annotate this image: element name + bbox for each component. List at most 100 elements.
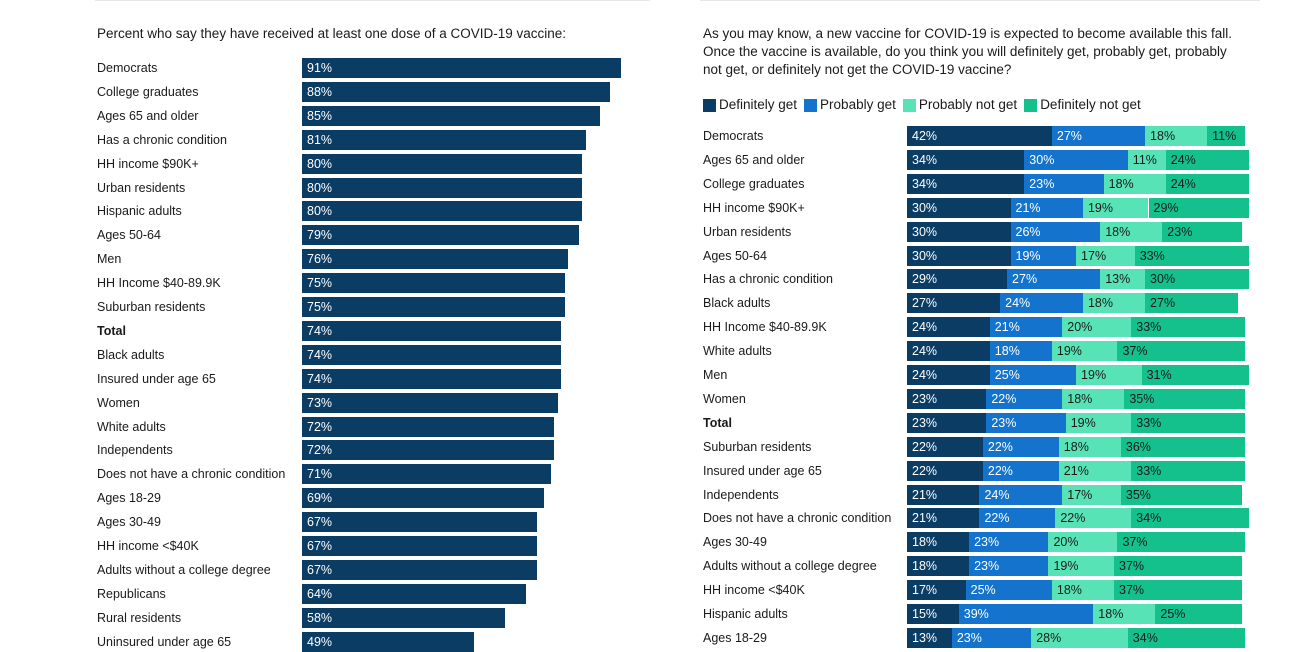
category-label: Black adults <box>97 347 165 362</box>
legend-label: Definitely not get <box>1040 97 1141 112</box>
stacked-bar-segment: 17% <box>1062 484 1121 505</box>
stacked-bar-segment: 33% <box>1131 412 1246 433</box>
segment-value-label: 23% <box>974 535 1000 550</box>
segment-value-label: 23% <box>912 391 938 406</box>
segment-value-label: 34% <box>1136 511 1162 526</box>
bar: 72% <box>302 416 554 437</box>
bar: 74% <box>302 320 561 341</box>
stacked-bar-segment: 24% <box>979 484 1063 505</box>
stacked-bar-segment: 37% <box>1114 556 1242 577</box>
category-label: Does not have a chronic condition <box>703 511 892 526</box>
legend-item: Probably get <box>804 96 896 114</box>
stacked-bar-segment: 34% <box>1127 627 1246 648</box>
stacked-bar-segment: 35% <box>1124 388 1246 409</box>
stacked-bar-segment: 18% <box>1051 580 1114 601</box>
segment-value-label: 22% <box>1060 511 1086 526</box>
segment-value-label: 18% <box>1098 607 1124 621</box>
stacked-bar-segment: 11% <box>1127 149 1166 170</box>
stacked-bar-segment: 23% <box>986 412 1066 433</box>
category-label: Insured under age 65 <box>703 463 822 478</box>
segment-value-label: 18% <box>912 535 938 550</box>
category-label: HH income <$40K <box>97 539 199 553</box>
category-label: Ages 18-29 <box>97 491 161 506</box>
category-label: Ages 50-64 <box>97 228 161 243</box>
segment-value-label: 15% <box>912 607 938 621</box>
stacked-bar-segment: 33% <box>1131 317 1246 338</box>
segment-value-label: 19% <box>1070 415 1096 430</box>
stacked-bar-segment: 30% <box>907 197 1011 218</box>
segment-value-label: 22% <box>912 463 938 478</box>
stacked-bar-segment: 18% <box>1100 221 1163 242</box>
category-label: HH income $90K+ <box>97 156 199 171</box>
segment-value-label: 30% <box>912 200 938 215</box>
bar-value-label: 80% <box>307 180 333 195</box>
bar-value-label: 80% <box>307 204 333 219</box>
bar: 76% <box>302 249 568 270</box>
bar-value-label: 74% <box>307 323 333 338</box>
category-label: Republicans <box>97 586 166 601</box>
stacked-bar-segment: 31% <box>1141 365 1249 385</box>
category-label: Has a chronic condition <box>97 132 227 147</box>
stacked-bar-segment: 18% <box>907 532 970 553</box>
stacked-bar-segment: 23% <box>907 412 987 433</box>
stacked-bar-segment: 18% <box>1093 604 1156 624</box>
stacked-bar-segment: 39% <box>958 604 1094 624</box>
stacked-bar-segment: 22% <box>907 436 983 457</box>
bar: 88% <box>302 81 610 102</box>
bar: 73% <box>302 392 558 413</box>
bar: 67% <box>302 559 537 580</box>
stacked-bar-segment: 13% <box>1100 269 1146 290</box>
segment-value-label: 34% <box>912 152 938 167</box>
segment-value-label: 18% <box>1108 176 1134 191</box>
segment-value-label: 30% <box>912 224 938 239</box>
stacked-bar-segment: 34% <box>1131 508 1249 529</box>
stacked-bar-segment: 24% <box>907 365 990 385</box>
stacked-bar-segment: 22% <box>1055 508 1132 529</box>
segment-value-label: 33% <box>1136 463 1162 478</box>
bar-value-label: 81% <box>307 132 333 147</box>
category-label: Women <box>97 395 140 410</box>
segment-value-label: 34% <box>912 176 938 191</box>
bar: 67% <box>302 536 537 556</box>
category-label: Urban residents <box>703 224 792 239</box>
stacked-bar-segment: 19% <box>1082 197 1149 218</box>
stacked-bar-segment: 27% <box>907 293 1001 314</box>
bar-value-label: 76% <box>307 252 333 267</box>
bar-value-label: 69% <box>307 491 333 506</box>
bar: 71% <box>302 464 551 485</box>
stacked-bar-segment: 25% <box>965 580 1052 601</box>
stacked-bar-segment: 20% <box>1062 317 1132 338</box>
legend-label: Probably get <box>820 97 896 112</box>
stacked-bar-segment: 21% <box>989 317 1063 338</box>
stacked-bar-segment: 33% <box>1131 460 1246 481</box>
segment-value-label: 39% <box>963 607 989 621</box>
stacked-bar-segment: 17% <box>1076 245 1135 266</box>
bar: 80% <box>302 177 582 198</box>
segment-value-label: 33% <box>1136 320 1162 335</box>
stacked-bar-segment: 30% <box>907 245 1011 266</box>
bar: 67% <box>302 512 537 533</box>
segment-value-label: 17% <box>912 583 938 598</box>
category-label: College graduates <box>97 84 199 99</box>
bar-value-label: 67% <box>307 562 333 577</box>
stacked-bar-segment: 27% <box>1051 126 1146 146</box>
segment-value-label: 30% <box>1029 152 1055 167</box>
stacked-bar-segment: 23% <box>969 556 1049 577</box>
stacked-bar-segment: 18% <box>1103 173 1166 194</box>
stacked-bar-segment: 29% <box>907 269 1008 290</box>
segment-value-label: 37% <box>1122 344 1148 359</box>
segment-value-label: 13% <box>1105 272 1131 287</box>
stacked-bar-segment: 18% <box>1062 388 1125 409</box>
stacked-bar-segment: 22% <box>982 436 1059 457</box>
segment-value-label: 24% <box>912 320 938 335</box>
stacked-bar-segment: 22% <box>986 388 1063 409</box>
stacked-bar-segment: 25% <box>1155 604 1242 624</box>
category-label: Independents <box>97 443 173 458</box>
segment-value-label: 18% <box>912 559 938 574</box>
category-label: Men <box>97 252 122 267</box>
segment-value-label: 18% <box>994 344 1020 359</box>
category-label: Adults without a college degree <box>703 559 877 574</box>
stacked-bar-segment: 37% <box>1117 532 1246 553</box>
legend-swatch <box>703 98 716 112</box>
segment-value-label: 23% <box>974 559 1000 574</box>
